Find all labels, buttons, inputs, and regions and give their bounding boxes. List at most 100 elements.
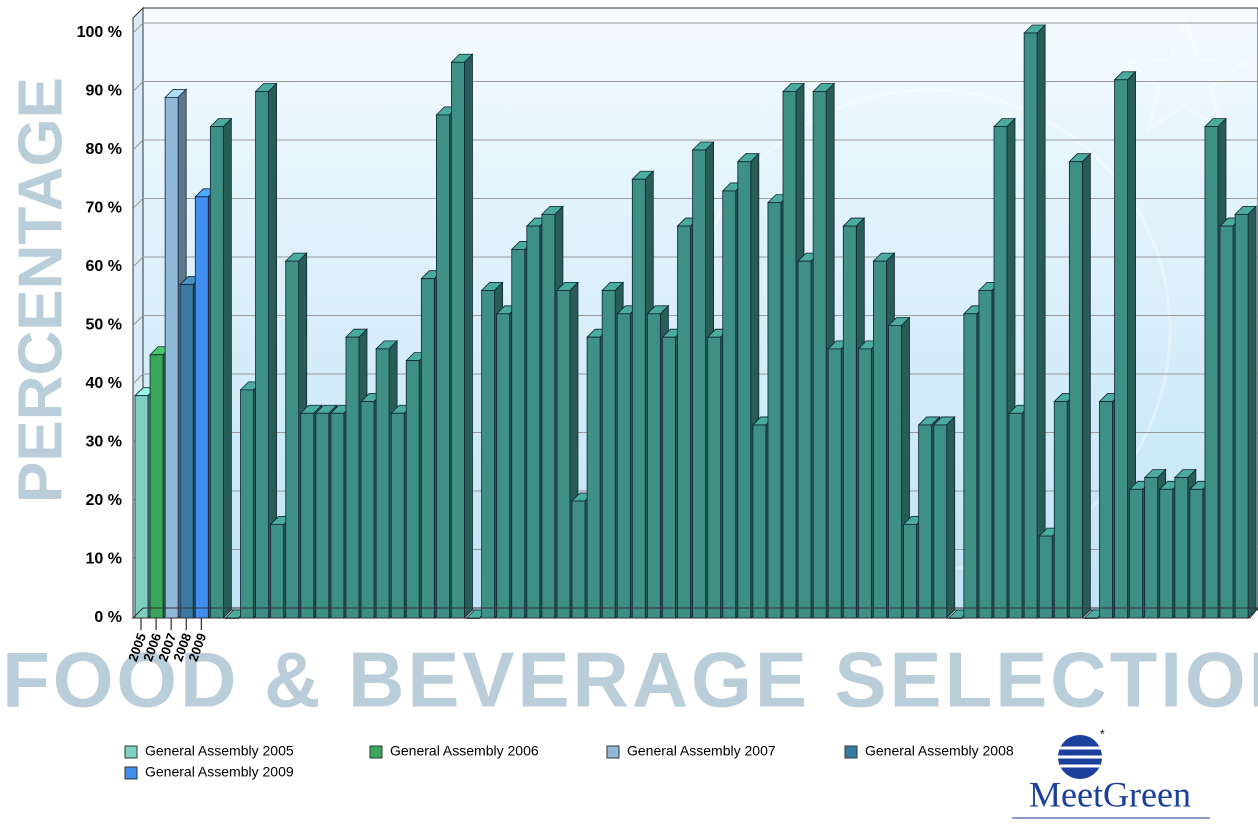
bar <box>330 412 345 619</box>
legend-swatch <box>124 745 138 759</box>
bar <box>692 149 706 619</box>
legend-label: General Assembly 2009 <box>145 764 294 780</box>
grid-line-side <box>132 373 144 385</box>
bar <box>842 225 857 619</box>
bar <box>541 213 556 619</box>
bar <box>360 401 375 619</box>
bar <box>737 161 752 619</box>
bar <box>1129 488 1144 619</box>
logo-text: MeetGreen <box>1029 774 1191 814</box>
y-axis-title: PERCENTAGE <box>6 77 75 503</box>
bar <box>707 336 722 619</box>
bar <box>631 178 646 619</box>
bar <box>345 336 360 619</box>
bar <box>571 500 586 619</box>
bar <box>1174 477 1189 619</box>
bar-group <box>209 117 233 619</box>
bar <box>1038 535 1053 619</box>
y-tick-label: 0 % <box>94 609 122 626</box>
bar <box>782 91 797 619</box>
bar <box>797 260 812 619</box>
bar-side <box>1081 152 1091 619</box>
bar-group <box>1023 24 1047 619</box>
svg-text:*: * <box>1100 727 1105 741</box>
y-tick-label: 30 % <box>86 434 122 451</box>
bar-group <box>1068 152 1092 619</box>
bar <box>556 289 571 619</box>
y-tick-label: 100 % <box>77 24 122 41</box>
bar <box>481 289 496 619</box>
bar <box>390 412 405 619</box>
grid-line-side <box>132 315 144 326</box>
bar <box>209 126 224 619</box>
y-tick-label: 80 % <box>86 141 122 158</box>
bar-group <box>1234 205 1258 619</box>
bar-side <box>464 53 473 619</box>
y-tick-label: 10 % <box>86 551 122 568</box>
bar <box>164 96 179 619</box>
bar <box>978 289 993 619</box>
bar <box>420 278 435 619</box>
bar <box>194 196 209 619</box>
bar <box>873 260 887 619</box>
bar <box>315 412 330 619</box>
legend-swatch <box>844 745 858 759</box>
bar <box>586 336 601 619</box>
bar-group <box>450 53 474 619</box>
bar <box>1053 401 1068 619</box>
bar-group <box>932 415 956 619</box>
y-tick-label: 70 % <box>86 200 122 217</box>
bar <box>1023 32 1038 619</box>
bar <box>1008 412 1023 619</box>
bar-side <box>946 415 956 619</box>
bar <box>1114 79 1128 619</box>
bar-side <box>1036 24 1046 619</box>
bar <box>616 313 631 619</box>
legend-swatch <box>369 745 383 759</box>
bar-side <box>1247 205 1257 619</box>
bar <box>646 313 661 619</box>
bar <box>270 524 285 619</box>
bar <box>752 424 767 619</box>
legend-label: General Assembly 2006 <box>390 743 539 759</box>
bar <box>722 190 737 619</box>
y-tick-label: 50 % <box>86 317 122 334</box>
bar <box>179 284 194 619</box>
legend-label: General Assembly 2007 <box>627 743 776 759</box>
bar <box>149 354 164 619</box>
bar <box>827 348 842 619</box>
bar <box>963 313 978 619</box>
floor <box>131 607 1258 619</box>
bar-side <box>222 117 232 619</box>
bar <box>375 348 390 619</box>
bar <box>812 91 827 619</box>
y-tick-label: 20 % <box>86 492 122 509</box>
bar <box>405 360 420 619</box>
bar-group <box>254 82 278 619</box>
bar <box>601 289 616 619</box>
bar <box>435 114 450 619</box>
bar <box>1234 213 1249 619</box>
grid-line-side <box>132 256 144 268</box>
bar <box>933 424 948 619</box>
bar <box>134 395 149 619</box>
bar <box>285 260 300 619</box>
bar <box>1204 126 1219 619</box>
bar <box>677 225 691 619</box>
bar <box>1068 161 1083 619</box>
bar <box>918 424 933 619</box>
x-axis-title: FOOD & BEVERAGE SELECTION <box>2 636 1258 724</box>
bar <box>451 61 465 619</box>
bar <box>1099 401 1113 619</box>
logo: * MeetGreen <box>1012 727 1210 819</box>
bar <box>662 336 676 619</box>
bar <box>255 91 269 619</box>
grid-line-side <box>132 198 144 209</box>
bar <box>511 249 526 619</box>
bar <box>903 524 917 619</box>
grid-line-side <box>132 22 144 34</box>
y-tick-label: 90 % <box>86 83 122 100</box>
bar <box>888 325 902 619</box>
bar <box>1159 488 1174 619</box>
